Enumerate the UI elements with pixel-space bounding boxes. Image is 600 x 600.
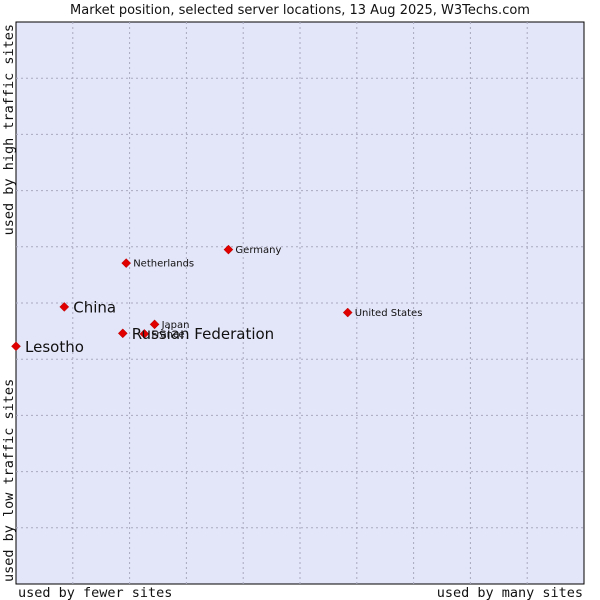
point-label: Germany bbox=[235, 245, 281, 256]
point-label: Russian Federation bbox=[132, 325, 274, 343]
point-marker bbox=[59, 302, 70, 312]
point-label: Lesotho bbox=[25, 338, 84, 356]
point-label: Netherlands bbox=[133, 259, 194, 270]
point-marker bbox=[223, 244, 234, 255]
x-axis-low-label: used by fewer sites bbox=[18, 585, 172, 600]
point-label: Japan bbox=[161, 320, 190, 331]
point-marker bbox=[149, 319, 160, 330]
y-axis-high-label: used by high traffic sites bbox=[1, 24, 17, 235]
data-point-france: France bbox=[139, 329, 185, 340]
y-axis-low-label: used by low traffic sites bbox=[1, 379, 17, 582]
point-marker bbox=[342, 307, 353, 318]
data-point-china: China bbox=[59, 298, 116, 316]
data-point-germany: Germany bbox=[223, 244, 281, 256]
point-label: China bbox=[73, 298, 116, 316]
data-point-netherlands: Netherlands bbox=[121, 258, 194, 270]
x-axis-high-label: used by many sites bbox=[437, 585, 583, 600]
grid-lines bbox=[16, 22, 584, 584]
point-marker bbox=[139, 329, 150, 339]
chart-title: Market position, selected server locatio… bbox=[70, 3, 530, 18]
data-points: Germany Netherlands United States JapanFran… bbox=[11, 244, 423, 356]
point-marker bbox=[121, 258, 132, 268]
data-point-lesotho: Lesotho bbox=[11, 338, 84, 356]
point-marker bbox=[11, 341, 21, 352]
data-point-japan: Japan bbox=[149, 319, 190, 331]
data-point-united-states: United States bbox=[342, 307, 423, 319]
data-point-russian-federation: Russian Federation bbox=[117, 325, 274, 343]
point-label: United States bbox=[355, 308, 423, 319]
point-marker bbox=[117, 328, 128, 339]
point-label: France bbox=[151, 329, 184, 340]
